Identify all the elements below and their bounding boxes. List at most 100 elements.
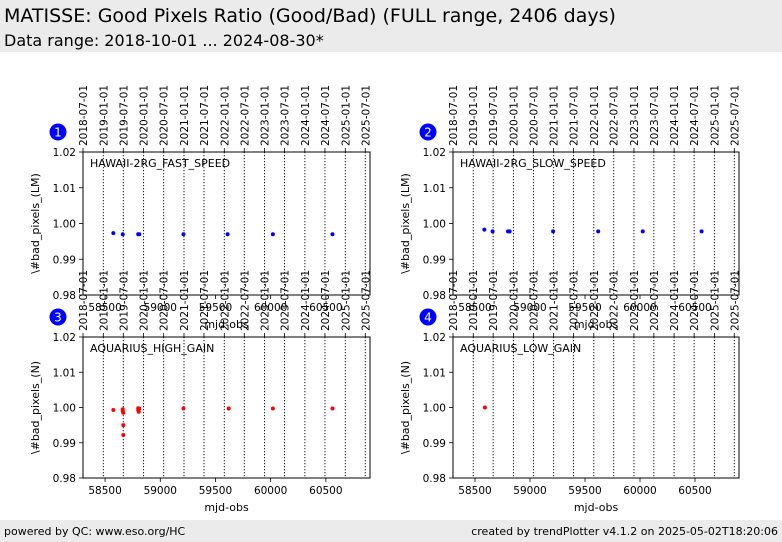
date-tick-label: 2024-01-01 <box>669 270 681 331</box>
date-tick-label: 2018-07-01 <box>78 270 90 331</box>
date-tick-label: 2022-01-01 <box>219 270 231 331</box>
date-tick-label: 2021-01-01 <box>549 270 561 331</box>
date-tick-label: 2025-01-01 <box>709 85 721 146</box>
x-tick-label: 58500 <box>458 485 491 497</box>
header-bar: MATISSE: Good Pixels Ratio (Good/Bad) (F… <box>0 0 782 52</box>
date-tick-label: 2025-07-01 <box>360 85 372 146</box>
page-title: MATISSE: Good Pixels Ratio (Good/Bad) (F… <box>4 5 616 27</box>
date-tick-label: 2018-07-01 <box>448 270 460 331</box>
data-point <box>137 232 142 237</box>
y-tick-label: 1.00 <box>423 403 446 415</box>
date-tick-label: 2022-01-01 <box>589 85 601 146</box>
x-tick-label: 60000 <box>623 485 656 497</box>
created-by-text: created by trendPlotter v4.1.2 on 2025-0… <box>471 525 778 538</box>
date-tick-label: 2018-07-01 <box>78 85 90 146</box>
data-point <box>120 232 125 237</box>
y-axis-label: \#bad_pixels_(LM) <box>29 173 42 274</box>
x-tick-label: 59000 <box>144 302 177 314</box>
date-tick-label: 2024-01-01 <box>300 270 312 331</box>
plot-frame <box>82 336 371 479</box>
y-tick-label: 1.01 <box>53 183 76 195</box>
data-point <box>137 406 142 411</box>
x-tick-label: 60500 <box>309 302 342 314</box>
y-tick-label: 0.99 <box>423 254 446 266</box>
y-axis-label: \#bad_pixels_(LM) <box>399 173 412 274</box>
date-tick-label: 2019-07-01 <box>118 85 130 146</box>
date-tick-label: 2020-07-01 <box>159 85 171 146</box>
date-tick-label: 2023-01-01 <box>629 270 641 331</box>
x-tick-label: 60500 <box>678 485 711 497</box>
date-tick-label: 2023-01-01 <box>629 85 641 146</box>
chart-panel-2: 2018-07-01 2019-01-01 2019-07-01 2020-01-01… <box>399 85 741 331</box>
x-tick-label: 58500 <box>88 302 121 314</box>
y-tick-label: 1.02 <box>53 332 76 344</box>
date-tick-label: 2023-01-01 <box>260 270 272 331</box>
date-tick-label: 2024-07-01 <box>689 270 701 331</box>
x-tick-label: 59500 <box>568 485 601 497</box>
data-point <box>270 232 275 237</box>
date-tick-label: 2021-07-01 <box>199 85 211 146</box>
date-tick-label: 2019-07-01 <box>488 270 500 331</box>
x-tick-label: 60500 <box>309 485 342 497</box>
x-tick-label: 59500 <box>199 302 232 314</box>
y-tick-label: 1.00 <box>53 219 76 231</box>
date-tick-label: 2022-07-01 <box>609 85 621 146</box>
date-tick-label: 2022-01-01 <box>589 270 601 331</box>
plot-frame <box>452 336 740 479</box>
data-point <box>226 406 231 411</box>
data-point <box>136 409 141 414</box>
y-tick-label: 0.99 <box>53 438 76 450</box>
date-tick-label: 2020-07-01 <box>528 270 540 331</box>
y-tick-label: 1.00 <box>423 219 446 231</box>
date-tick-label: 2025-07-01 <box>729 270 741 331</box>
date-tick-label: 2020-07-01 <box>159 270 171 331</box>
x-tick-label: 60000 <box>623 302 656 314</box>
x-tick-label: 59000 <box>513 485 546 497</box>
x-tick-label: 60000 <box>254 485 287 497</box>
date-tick-label: 2023-07-01 <box>649 270 661 331</box>
date-tick-label: 2025-01-01 <box>340 85 352 146</box>
date-tick-label: 2024-07-01 <box>320 85 332 146</box>
date-tick-label: 2025-07-01 <box>729 85 741 146</box>
data-point <box>121 423 126 428</box>
footer-bar: powered by QC: www.eso.org/HC created by… <box>0 520 782 542</box>
data-point <box>640 229 645 234</box>
y-tick-label: 0.98 <box>423 290 446 302</box>
x-axis-label: mjd-obs <box>574 501 619 514</box>
y-tick-label: 0.98 <box>53 290 76 302</box>
date-tick-label: 2018-07-01 <box>448 85 460 146</box>
date-tick-label: 2025-01-01 <box>709 270 721 331</box>
y-tick-label: 0.99 <box>423 438 446 450</box>
data-range-subtitle: Data range: 2018-10-01 ... 2024-08-30* <box>4 31 324 50</box>
date-tick-label: 2022-07-01 <box>609 270 621 331</box>
x-tick-label: 58500 <box>458 302 491 314</box>
panel-label: HAWAII-2RG_FAST_SPEED <box>90 157 230 170</box>
x-axis-label: mjd-obs <box>204 318 249 331</box>
date-tick-label: 2021-07-01 <box>569 270 581 331</box>
date-tick-label: 2025-07-01 <box>360 270 372 331</box>
date-tick-label: 2019-07-01 <box>118 270 130 331</box>
y-tick-label: 0.99 <box>53 254 76 266</box>
x-axis-label: mjd-obs <box>574 318 619 331</box>
panel-number-badge <box>419 308 437 326</box>
x-tick-label: 58500 <box>88 485 121 497</box>
x-tick-label: 59000 <box>513 302 546 314</box>
date-tick-label: 2021-07-01 <box>569 85 581 146</box>
date-tick-label: 2024-07-01 <box>689 85 701 146</box>
y-tick-label: 1.02 <box>423 332 446 344</box>
panel-number-badge <box>419 123 437 141</box>
data-point <box>551 229 556 234</box>
panel-number-badge <box>49 308 67 326</box>
date-tick-label: 2023-07-01 <box>280 85 292 146</box>
data-point <box>482 227 487 232</box>
date-tick-label: 2019-01-01 <box>468 270 480 331</box>
panel-label: AQUARIUS_HIGH_GAIN <box>90 342 214 355</box>
data-point <box>330 406 335 411</box>
date-tick-label: 2019-01-01 <box>468 85 480 146</box>
y-tick-label: 1.01 <box>423 183 446 195</box>
date-tick-label: 2023-07-01 <box>649 85 661 146</box>
date-tick-label: 2022-01-01 <box>219 85 231 146</box>
date-tick-label: 2020-07-01 <box>528 85 540 146</box>
x-tick-label: 60000 <box>254 302 287 314</box>
date-tick-label: 2022-07-01 <box>239 85 251 146</box>
